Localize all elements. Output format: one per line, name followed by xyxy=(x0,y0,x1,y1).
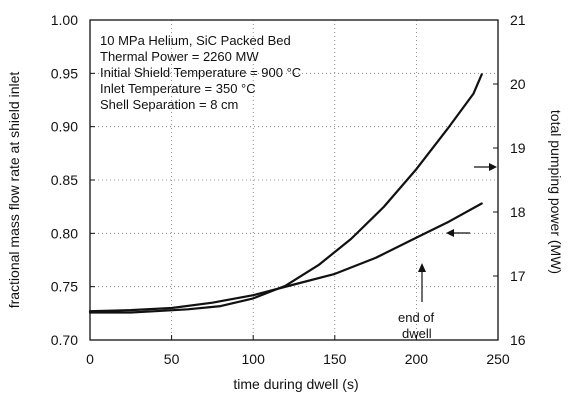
y-left-tick-label: 0.75 xyxy=(51,279,78,295)
right-series-arrow xyxy=(474,163,497,171)
condition-line-5: Shell Separation = 8 cm xyxy=(100,97,238,112)
condition-line-2: Thermal Power = 2260 MW xyxy=(100,49,259,64)
series-line-left-axis xyxy=(88,202,483,313)
x-tick-label: 50 xyxy=(164,351,180,367)
y-left-tick-label: 0.85 xyxy=(51,172,78,188)
y-right-tick-label: 16 xyxy=(510,332,526,348)
grid xyxy=(90,20,498,340)
end-of-dwell-head-icon xyxy=(418,263,426,272)
right-arrow-head-icon xyxy=(489,163,497,171)
left-series-arrow xyxy=(446,229,470,237)
y-right-tick-label: 20 xyxy=(510,76,526,92)
conditions-text: 10 MPa Helium, SiC Packed Bed Thermal Po… xyxy=(100,33,301,112)
axis-ticks: 0 50 100 150 200 250 0.70 0.75 0.80 0.85 0.90 0.95 1… xyxy=(51,12,526,367)
x-tick-label: 150 xyxy=(323,351,347,367)
y-right-tick-label: 21 xyxy=(510,12,526,28)
y-axis-right-label: total pumping power (MW) xyxy=(548,110,564,274)
condition-line-3: Initial Shield Temperature = 900 °C xyxy=(100,65,301,80)
left-arrow-head-icon xyxy=(446,229,454,237)
end-of-dwell-label-1: end of xyxy=(398,310,435,325)
x-tick-label: 100 xyxy=(242,351,266,367)
x-tick-label: 0 xyxy=(86,351,94,367)
series-layer xyxy=(88,73,483,314)
condition-line-4: Inlet Temperature = 350 °C xyxy=(100,81,256,96)
y-right-tick-label: 18 xyxy=(510,204,526,220)
x-tick-label: 250 xyxy=(486,351,510,367)
y-axis-left-label: fractional mass flow rate at shield inle… xyxy=(6,72,22,309)
y-right-tick-label: 19 xyxy=(510,140,526,156)
y-right-tick-label: 17 xyxy=(510,268,526,284)
y-left-tick-label: 0.80 xyxy=(51,225,78,241)
x-tick-label: 200 xyxy=(405,351,429,367)
end-of-dwell-label-2: dwell xyxy=(402,326,432,341)
series-line-right-axis xyxy=(88,73,483,314)
x-axis-label: time during dwell (s) xyxy=(233,376,358,392)
y-left-tick-label: 1.00 xyxy=(51,12,78,28)
end-of-dwell-arrow xyxy=(418,263,426,302)
condition-line-1: 10 MPa Helium, SiC Packed Bed xyxy=(100,33,291,48)
y-left-tick-label: 0.95 xyxy=(51,65,78,81)
y-left-tick-label: 0.90 xyxy=(51,119,78,135)
y-left-tick-label: 0.70 xyxy=(51,332,78,348)
